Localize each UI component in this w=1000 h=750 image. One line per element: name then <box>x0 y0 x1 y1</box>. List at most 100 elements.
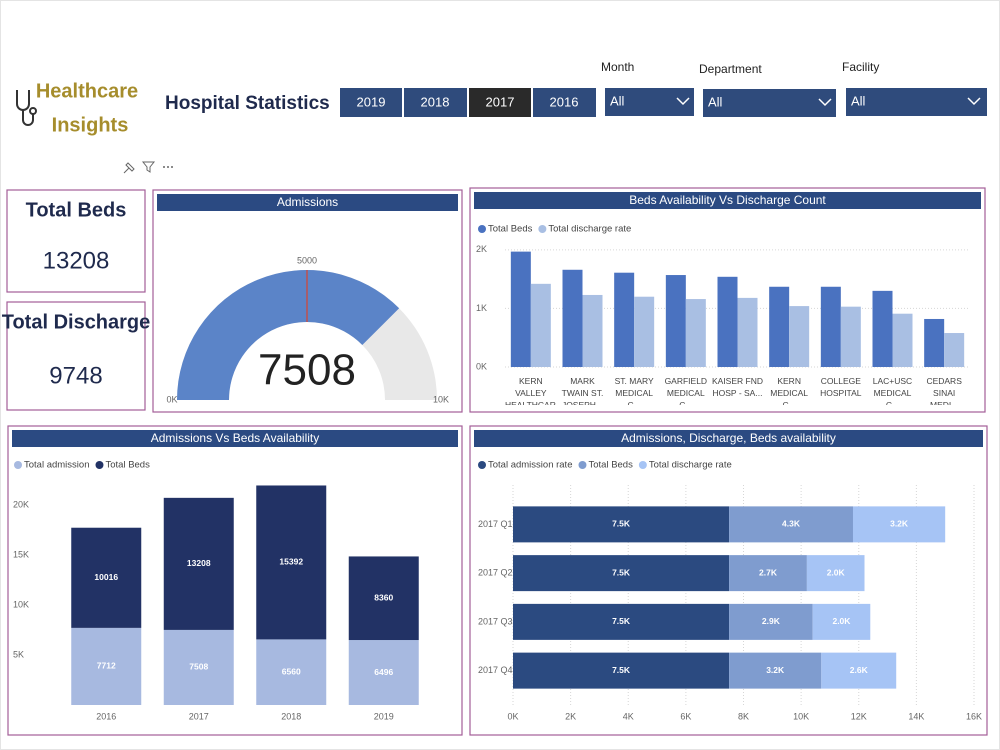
y-tick-label: 2017 Q3 <box>478 616 513 626</box>
x-tick-label: 12K <box>851 711 867 721</box>
year-label[interactable]: 2016 <box>550 94 579 109</box>
chart-header <box>474 430 983 447</box>
x-tick-label: 2016 <box>96 711 116 721</box>
data-label: 4.3K <box>782 519 801 529</box>
year-button[interactable] <box>404 88 467 117</box>
x-tick-label-box: COLLEGE HOSPITAL <box>820 376 861 398</box>
legend-label: Total admission rate <box>488 460 572 471</box>
x-tick-label-box: KERN MEDICAL C... <box>770 376 808 405</box>
kpi-card <box>6 301 146 411</box>
x-tick-label-box: LAC+USC MEDICAL C... <box>873 376 912 405</box>
bar <box>892 313 913 367</box>
bar-segment <box>821 652 897 689</box>
data-label: 2.6K <box>850 665 869 675</box>
data-label: 7712 <box>97 661 116 671</box>
gauge-value-label: 7508 <box>258 346 356 395</box>
data-label: 6496 <box>374 667 393 677</box>
bar <box>562 269 583 367</box>
data-label: 3.2K <box>890 519 909 529</box>
data-label: 10016 <box>94 572 118 582</box>
pin-icon[interactable] <box>123 162 135 174</box>
x-tick-label: 16K <box>966 711 982 721</box>
kpi-label: Total Beds <box>26 199 127 221</box>
brand: Insights <box>52 114 129 136</box>
bar-segment <box>513 506 730 543</box>
legend-label: Total Beds <box>105 460 150 471</box>
bar-segment <box>513 603 730 640</box>
year-button[interactable] <box>533 88 596 117</box>
kpi-value: 13208 <box>43 247 110 274</box>
chart-header <box>157 194 458 211</box>
year-label[interactable]: 2018 <box>421 94 450 109</box>
bar <box>820 286 841 367</box>
dropdown-value[interactable]: All <box>708 94 723 109</box>
data-label: 6560 <box>282 666 301 676</box>
x-tick-label: 4K <box>623 711 634 721</box>
y-tick-label: 2017 Q1 <box>478 519 513 529</box>
data-label: 2.7K <box>759 567 778 577</box>
filter-label: Facility <box>842 60 879 74</box>
chart-title: Admissions, Discharge, Beds availability <box>621 431 836 445</box>
bar-segment <box>513 555 730 592</box>
bar <box>634 296 655 367</box>
year-button[interactable] <box>469 88 531 117</box>
year-label[interactable]: 2017 <box>486 94 515 109</box>
dropdown[interactable] <box>846 88 987 116</box>
filter-label: Month <box>601 60 634 74</box>
data-label: 2.0K <box>827 567 846 577</box>
dropdown-value[interactable]: All <box>851 93 866 108</box>
y-tick-label: 10K <box>13 599 29 609</box>
x-tick-label: KAISER FND HOSP - SA... <box>711 376 763 398</box>
x-tick-label: 0K <box>507 711 518 721</box>
bar <box>840 306 861 367</box>
y-tick-label: 5K <box>13 649 24 659</box>
legend-swatch <box>538 225 547 233</box>
y-tick-label: 2017 Q4 <box>478 665 513 675</box>
bar <box>789 306 810 367</box>
bar-segment <box>806 555 865 592</box>
legend-label: Total admission <box>24 460 89 471</box>
x-tick-label-box: CEDARS SINAI MEDI... <box>926 376 961 405</box>
legend-label: Total discharge rate <box>649 460 732 471</box>
bar <box>737 297 758 367</box>
kpi-value: 9748 <box>49 362 102 389</box>
x-tick-label: KERN VALLEY HEALTHCAR... <box>505 376 557 405</box>
more-icon[interactable] <box>163 166 173 168</box>
bar-segment <box>256 485 327 640</box>
dropdown[interactable] <box>605 88 694 116</box>
data-label: 2.9K <box>762 616 781 626</box>
gauge-tick-label: 0K <box>166 394 177 404</box>
y-tick-label: 20K <box>13 499 29 509</box>
x-tick-label: GARFIELD MEDICAL C... <box>664 376 708 405</box>
dropdown[interactable] <box>703 89 836 117</box>
bar-segment <box>256 639 327 705</box>
visual-toolbar <box>123 161 173 174</box>
y-tick-label: 0K <box>476 361 487 371</box>
bar-segment <box>729 506 853 543</box>
dropdown-value[interactable]: All <box>610 93 625 108</box>
filter-icon[interactable] <box>141 161 156 173</box>
filters: Month All Department All Facility All <box>601 60 987 117</box>
bar-segment <box>729 603 813 640</box>
x-tick-label: 2017 <box>189 711 209 721</box>
x-tick-label: MARK TWAIN ST. JOSEPH... <box>561 376 604 405</box>
legend-label: Total Beds <box>488 224 533 235</box>
bar-segment <box>71 627 142 705</box>
bar <box>872 290 893 367</box>
chevron[interactable] <box>818 98 832 107</box>
data-label: 2.0K <box>832 616 851 626</box>
bar <box>614 272 635 367</box>
kpi-card <box>6 189 146 293</box>
data-label: 15392 <box>279 557 303 567</box>
x-tick-label: 10K <box>793 711 809 721</box>
chevron[interactable] <box>676 97 690 106</box>
year-label[interactable]: 2019 <box>357 94 386 109</box>
legend-swatch <box>95 461 104 469</box>
year-button[interactable] <box>340 88 402 117</box>
chart-title: Admissions <box>277 195 338 209</box>
bar <box>665 275 686 367</box>
bar-segment <box>513 652 730 689</box>
chevron[interactable] <box>967 97 981 106</box>
